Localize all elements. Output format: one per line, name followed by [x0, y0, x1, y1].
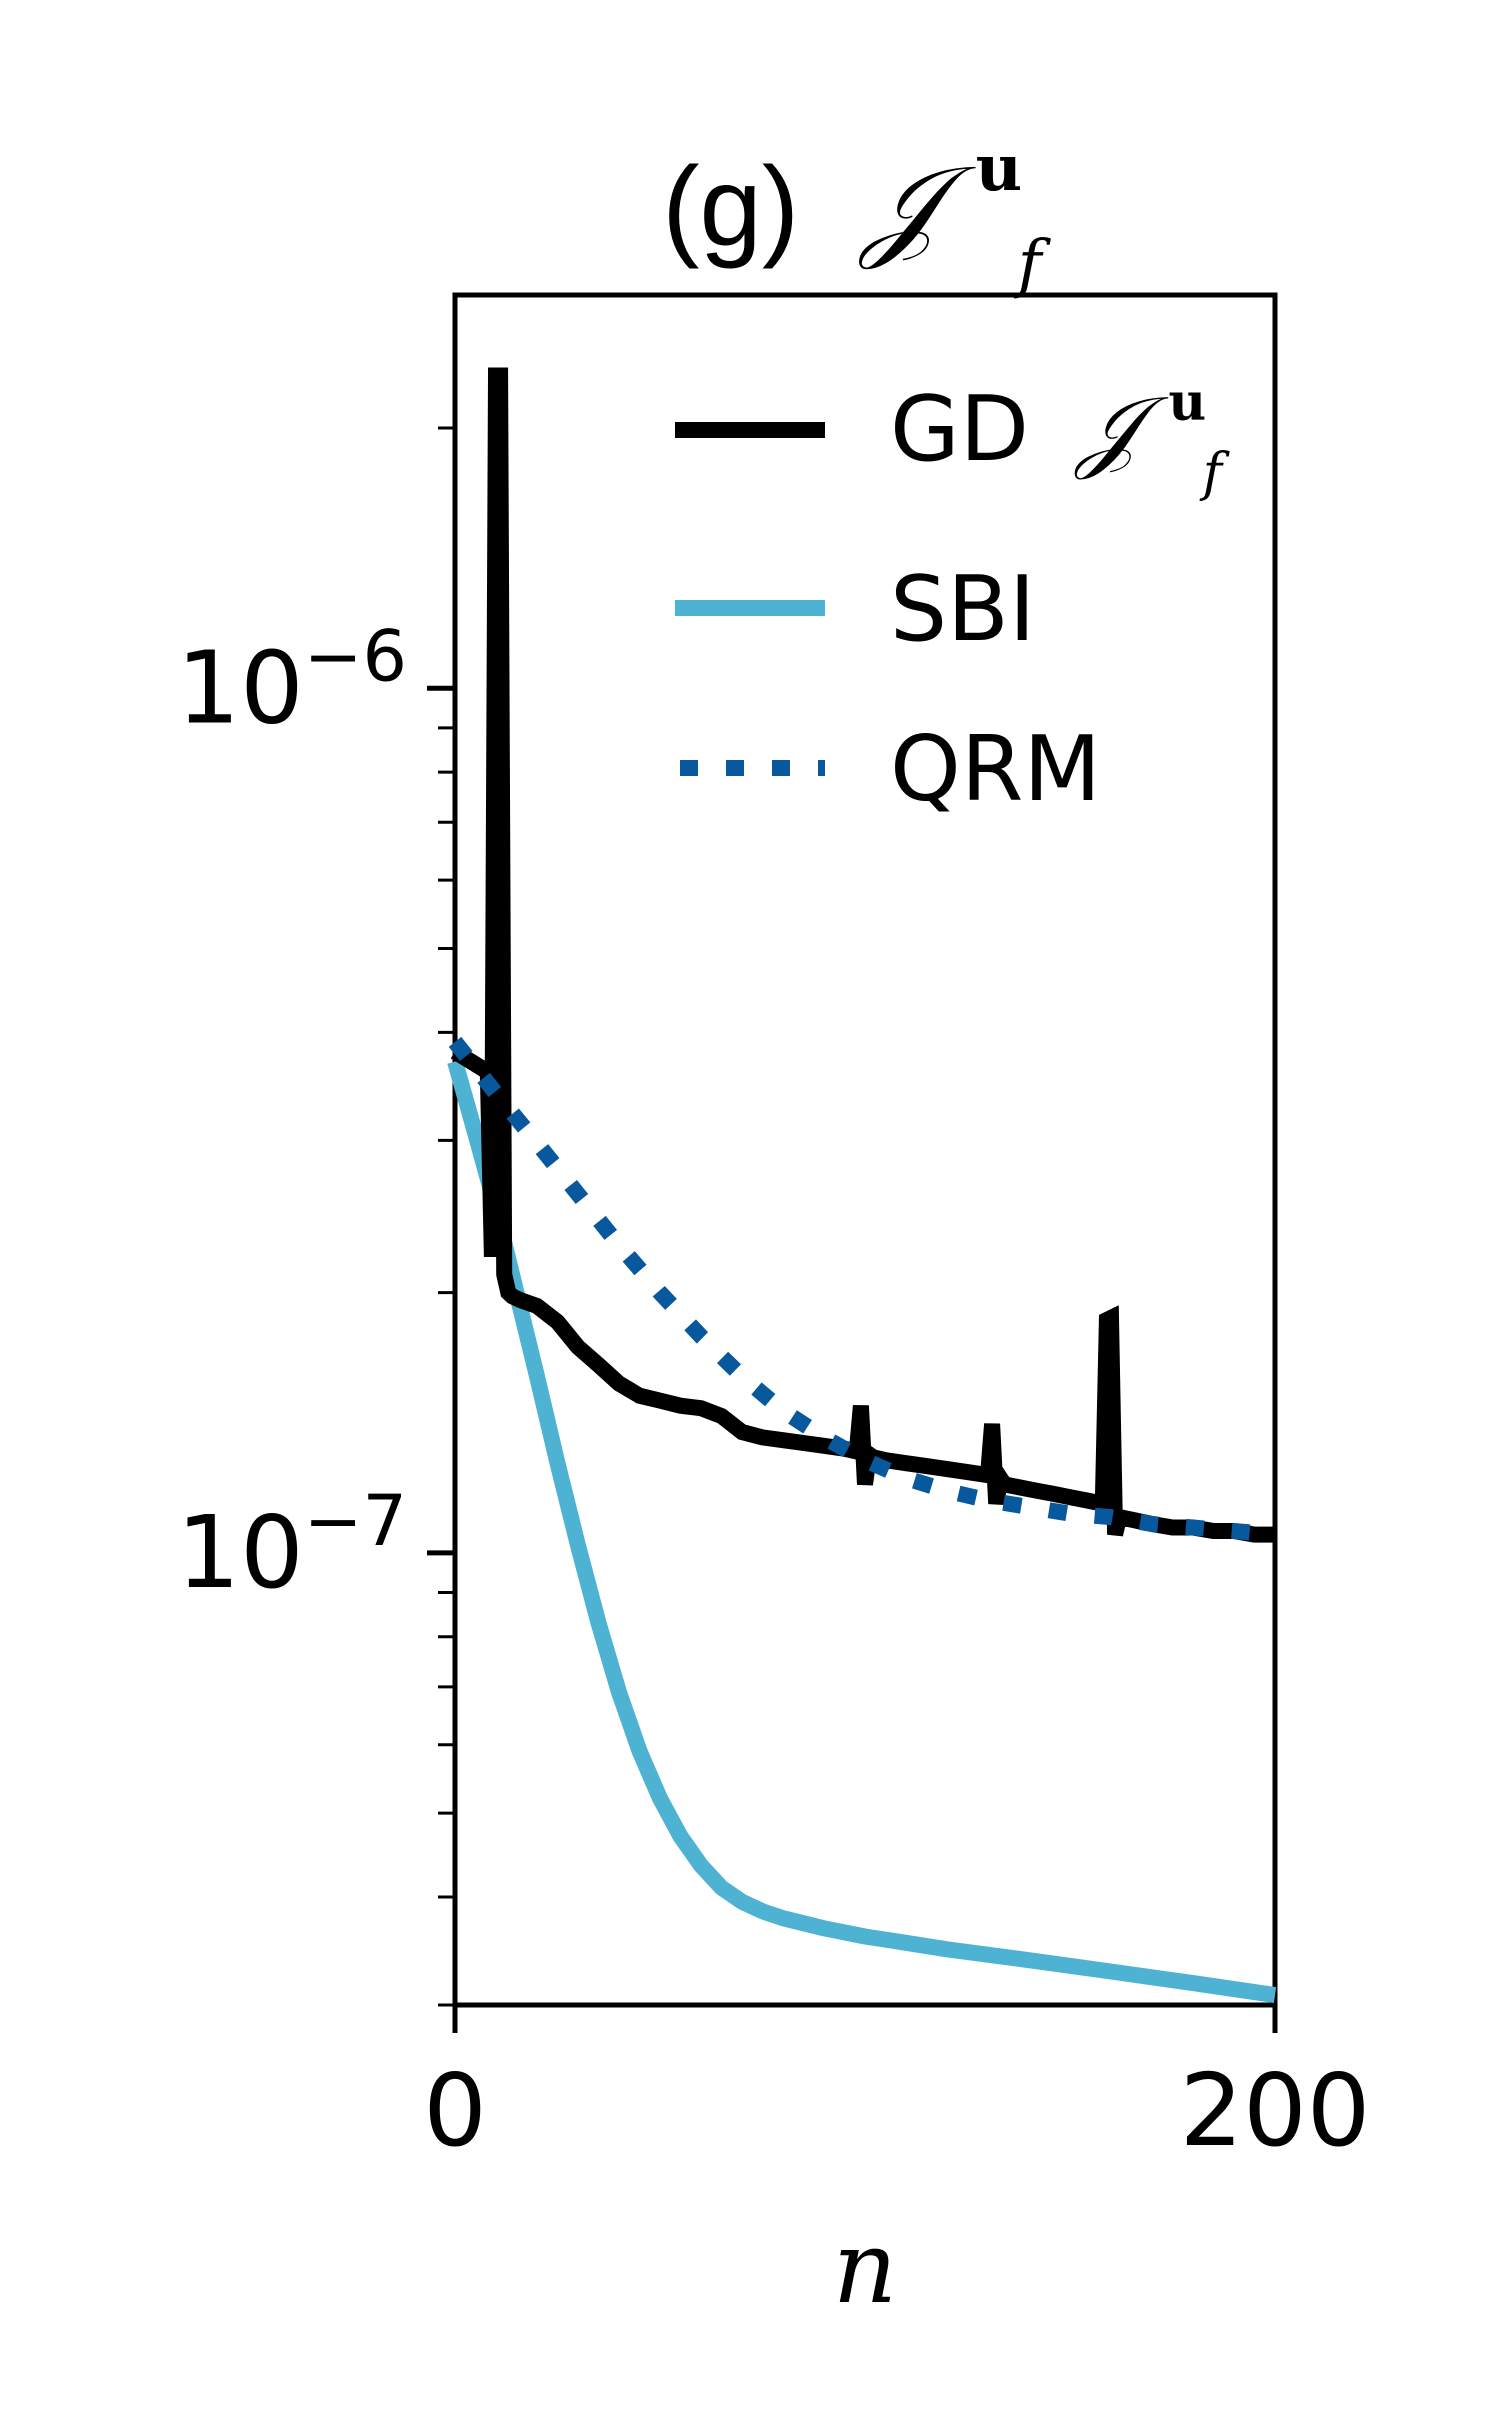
x-tick-label: 200	[1180, 2052, 1371, 2169]
chart-title-superscript: u	[976, 131, 1023, 206]
y-tick-label: 10−6	[177, 615, 407, 746]
chart-title-symbol: 𝒥	[858, 142, 976, 272]
legend-label-gd-superscript: u	[1168, 372, 1206, 433]
legend-label-gd-name: GD	[890, 377, 1029, 482]
legend-label-gd-symbol: 𝒥	[1074, 377, 1169, 482]
chart-title-subscript: f	[1014, 227, 1052, 301]
legend: GD 𝒥 u f SBI QRM	[675, 337, 1235, 822]
plot-frame	[452, 292, 1278, 2008]
x-tick-label: 0	[423, 2052, 487, 2169]
legend-label-gd: GD 𝒥 u f	[890, 337, 1235, 503]
y-tick-label-base: 10	[177, 1494, 304, 1611]
series-line-gd	[450, 367, 1275, 1543]
legend-label-gd-subscript: f	[1199, 443, 1230, 503]
y-tick-label-base: 10	[177, 629, 304, 746]
chart-title: (g) 𝒥 u f	[662, 87, 1058, 301]
x-axis-label: n	[833, 2209, 897, 2326]
x-axis: 0 200	[423, 2005, 1370, 2169]
legend-label-qrm: QRM	[890, 717, 1101, 822]
chart-title-prefix: (g)	[662, 144, 799, 269]
y-tick-label-exponent: −6	[304, 615, 407, 697]
y-tick-label-exponent: −7	[304, 1480, 407, 1562]
y-axis: 10−710−6	[177, 426, 455, 2007]
legend-label-sbi: SBI	[890, 557, 1035, 662]
series-layer	[447, 367, 1277, 2004]
series-line-sbi	[447, 1059, 1277, 2004]
y-tick-label: 10−7	[177, 1480, 407, 1611]
